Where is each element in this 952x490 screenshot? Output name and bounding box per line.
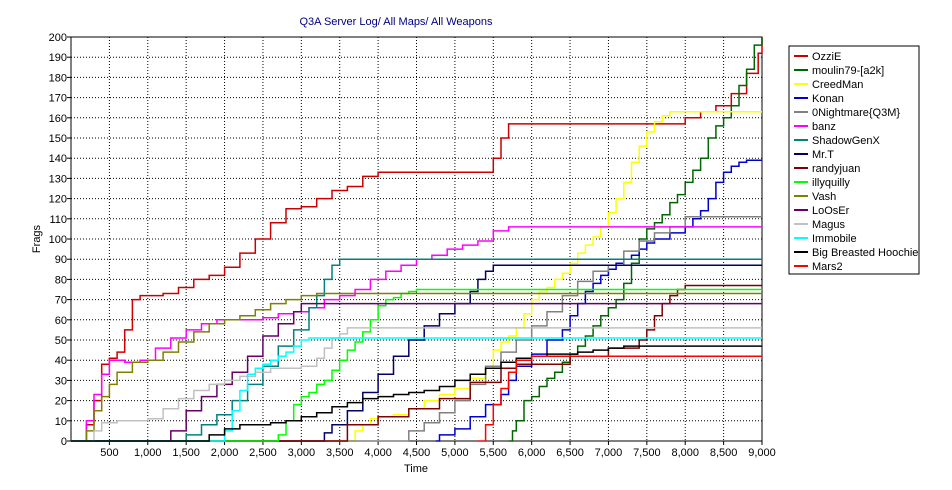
y-tick-label: 20 [55,396,67,408]
y-tick-label: 90 [55,254,67,266]
legend-label-3: Konan [812,93,844,105]
x-tick-label: 500 [100,447,118,459]
series-line-4 [71,216,762,442]
series-line-0 [71,37,763,442]
legend-label-13: Immobile [812,233,857,245]
y-tick-label: 60 [55,315,67,327]
x-tick-label: 6,000 [518,447,546,459]
y-tick-label: 40 [55,355,67,367]
y-tick-label: 130 [49,173,67,185]
legend-label-2: CreedMan [812,79,863,91]
y-tick-label: 100 [49,234,67,246]
series-line-3 [435,159,762,442]
series-line-11 [71,302,762,442]
y-tick-label: 140 [49,153,67,165]
legend-label-7: Mr.T [812,149,834,161]
x-axis-title: Time [404,463,428,475]
x-tick-label: 7,500 [633,447,661,459]
x-tick-label: 2,500 [249,447,277,459]
y-tick-label: 160 [49,113,67,125]
x-tick-label: 8,000 [671,447,699,459]
y-tick-label: 50 [55,335,67,347]
legend [788,45,920,275]
legend-label-6: ShadowGenX [812,135,881,147]
chart-title: Q3A Server Log/ All Maps/ All Weapons [299,16,493,28]
x-tick-label: 6,500 [556,447,584,459]
series-line-13 [71,337,762,442]
series-line-1 [508,37,763,442]
legend-label-9: illyquilly [812,177,850,189]
y-tick-label: 70 [55,295,67,307]
y-axis-title: Frags [31,224,43,253]
legend-label-1: moulin79-[a2k] [812,65,884,77]
x-axis-ticks: 500 1,000 1,500 2,000 2,500 3,000 3,500 4,000 4,… [100,441,776,459]
series-line-14 [71,345,762,442]
y-tick-label: 200 [49,32,67,44]
legend-label-12: Magus [812,219,846,231]
y-tick-label: 0 [61,436,67,448]
x-tick-label: 5,000 [441,447,469,459]
series-lines [71,37,763,442]
x-tick-label: 3,500 [326,447,354,459]
y-tick-label: 120 [49,194,67,206]
legend-label-5: banz [812,121,836,133]
legend-label-4: 0Nightmare{Q3M} [812,107,900,119]
y-tick-label: 30 [55,375,67,387]
series-line-12 [71,327,762,442]
x-tick-label: 7,000 [595,447,623,459]
y-tick-label: 190 [49,52,67,64]
legend-label-8: randyjuan [812,163,860,175]
x-tick-label: 5,500 [480,447,508,459]
legend-label-10: Vash [812,191,836,203]
x-tick-label: 4,000 [364,447,392,459]
x-tick-label: 4,500 [403,447,431,459]
legend-entries: OzziE moulin79-[a2k] CreedMan Konan 0Nightma… [794,51,918,273]
x-tick-label: 2,000 [211,447,239,459]
y-tick-label: 180 [49,72,67,84]
y-tick-label: 150 [49,133,67,145]
legend-label-11: LoOsEr [812,205,850,217]
legend-label-15: Mars2 [812,261,843,273]
y-tick-label: 80 [55,274,67,286]
series-line-10 [71,292,762,442]
y-tick-label: 170 [49,93,67,105]
x-tick-label: 3,000 [288,447,316,459]
x-tick-label: 1,500 [172,447,200,459]
y-tick-label: 110 [49,214,67,226]
legend-label-0: OzziE [812,51,841,63]
series-line-7 [71,264,762,442]
y-axis-ticks: 0 10 20 30 40 50 60 70 80 90 100 110 120 130 140 150 160… [49,32,71,448]
y-tick-label: 10 [55,416,67,428]
series-line-15 [477,355,762,442]
legend-label-14: Big Breasted Hoochie [812,247,918,259]
x-tick-label: 1,000 [134,447,162,459]
x-tick-label: 8,500 [710,447,738,459]
series-line-8 [71,284,762,442]
x-tick-label: 9,000 [748,447,776,459]
